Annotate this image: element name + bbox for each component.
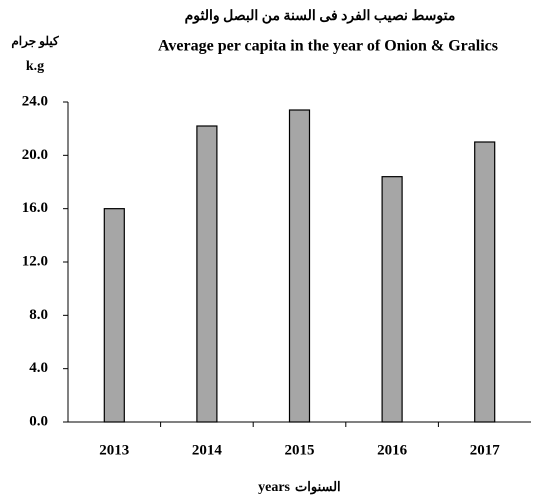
y-axis-label: k.g (26, 59, 44, 74)
y-tick-label: 0.0 (29, 413, 48, 429)
x-tick-label: 2016 (377, 442, 408, 458)
bar (288, 109, 311, 423)
x-tick-label: 2015 (285, 442, 315, 458)
x-axis-label-arabic: السنوات (295, 479, 341, 495)
bar (474, 141, 496, 423)
x-tick-label: 2017 (470, 442, 501, 458)
chart-title: Average per capita in the year of Onion … (158, 38, 498, 55)
y-axis-label-arabic: كيلو جرام (11, 34, 59, 49)
x-tick-label: 2013 (99, 442, 129, 458)
y-tick-label: 20.0 (22, 147, 48, 163)
bar (381, 176, 403, 423)
y-tick-label: 4.0 (29, 360, 48, 376)
y-tick-label: 8.0 (29, 307, 48, 323)
y-tick-label: 12.0 (22, 253, 48, 269)
y-tick-label: 24.0 (22, 93, 48, 109)
x-axis-label: years (258, 480, 290, 495)
bar (103, 208, 125, 423)
bar (196, 125, 218, 423)
chart-title-arabic: متوسط نصيب الفرد فى السنة من البصل والثو… (185, 9, 456, 24)
y-tick-label: 16.0 (22, 200, 48, 216)
x-tick-label: 2014 (192, 442, 223, 458)
